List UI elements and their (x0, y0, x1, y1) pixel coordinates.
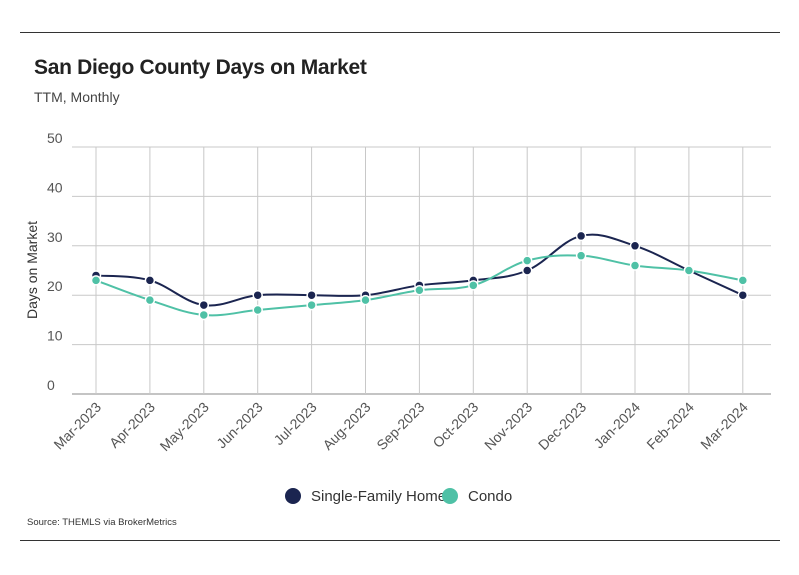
data-point (252, 304, 263, 316)
y-tick-label: 30 (47, 229, 63, 245)
x-tick-label: Jul-2023 (270, 399, 319, 448)
data-point (90, 275, 102, 286)
data-point (306, 289, 317, 301)
data-point (414, 285, 425, 296)
data-point (144, 275, 156, 286)
y-tick-label: 40 (47, 179, 63, 195)
legend-label: Condo (468, 488, 512, 505)
y-axis-ticks: 0 10 20 30 40 50 (47, 130, 63, 393)
chart-title: San Diego County Days on Market (34, 56, 367, 79)
data-point (575, 250, 587, 261)
x-tick-label: Nov-2023 (481, 399, 535, 453)
data-point (575, 230, 587, 242)
legend-marker (442, 488, 458, 504)
legend-marker (285, 488, 301, 504)
data-point (468, 280, 479, 291)
series-condo (90, 250, 749, 321)
y-axis-title: Days on Market (24, 221, 40, 319)
x-tick-label: Aug-2023 (319, 399, 373, 453)
x-tick-label: Sep-2023 (373, 399, 427, 453)
x-tick-label: Jan-2024 (591, 399, 644, 452)
bottom-rule (20, 540, 780, 541)
data-point (683, 265, 695, 276)
x-tick-label: Dec-2023 (535, 399, 589, 453)
x-tick-label: Apr-2023 (106, 399, 158, 451)
series-group (90, 230, 749, 321)
legend-label: Single-Family Home (311, 488, 446, 505)
source-note: Source: THEMLS via BrokerMetrics (27, 517, 177, 528)
x-tick-label: Mar-2024 (697, 399, 751, 453)
chart-subtitle: TTM, Monthly (34, 89, 120, 105)
x-tick-label: Jun-2023 (213, 399, 266, 452)
data-point (737, 275, 749, 286)
data-point (629, 240, 641, 252)
data-point (360, 294, 371, 306)
y-tick-label: 10 (47, 328, 63, 344)
legend: Single-Family Home Condo (285, 488, 512, 505)
data-point (521, 255, 533, 266)
legend-item: Condo (442, 488, 512, 505)
data-point (144, 294, 156, 306)
x-tick-label: Oct-2023 (429, 399, 481, 451)
data-point (521, 265, 533, 276)
data-point (252, 289, 263, 301)
data-point (198, 299, 210, 311)
y-tick-label: 50 (47, 130, 63, 146)
y-tick-label: 0 (47, 377, 55, 393)
x-tick-label: Mar-2023 (50, 399, 104, 453)
data-point (306, 299, 317, 311)
y-tick-label: 20 (47, 278, 63, 294)
data-point (629, 260, 641, 271)
x-tick-label: May-2023 (157, 399, 212, 454)
legend-item: Single-Family Home (285, 488, 446, 505)
grid-lines (72, 146, 771, 395)
data-point (737, 289, 749, 301)
x-tick-label: Feb-2024 (643, 399, 697, 453)
data-point (198, 309, 210, 321)
top-rule (20, 32, 780, 33)
